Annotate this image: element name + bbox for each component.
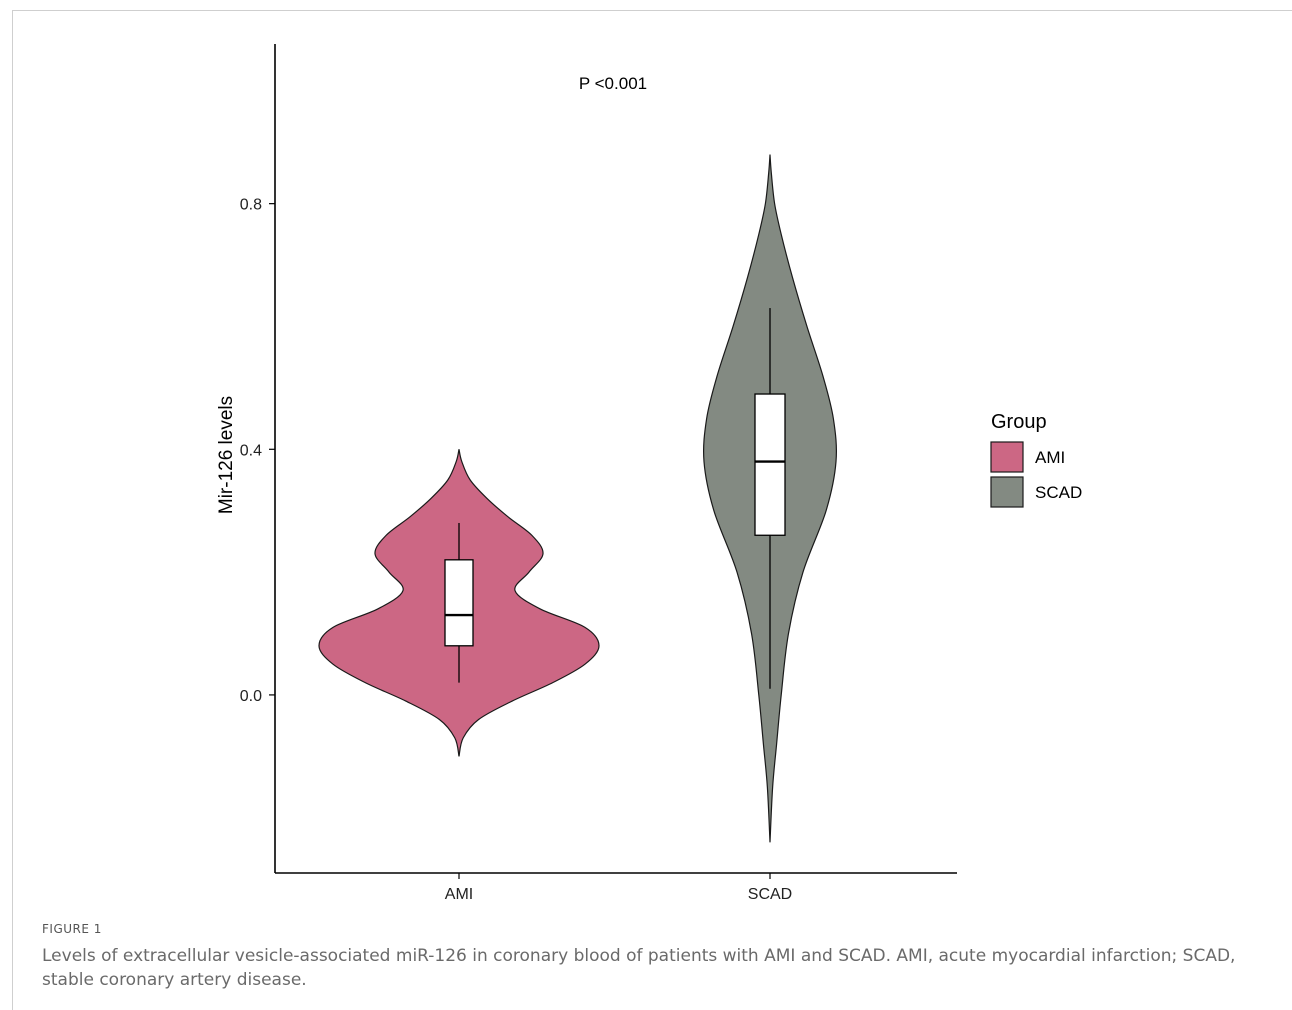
legend-label-ami: AMI bbox=[1035, 448, 1065, 467]
y-ticks: 0.0 0.4 0.8 bbox=[240, 197, 275, 705]
legend-swatch-scad bbox=[990, 476, 1024, 508]
box-ami bbox=[444, 559, 474, 647]
legend-label-scad: SCAD bbox=[1035, 483, 1082, 502]
x-ticks: AMI SCAD bbox=[445, 873, 792, 903]
y-tick-label: 0.8 bbox=[240, 197, 262, 214]
figure-caption: Levels of extracellular vesicle-associat… bbox=[42, 946, 1236, 990]
violin-chart: 0.0 0.4 0.8 AMI SCAD Mir-126 levels P <0.00… bbox=[216, 44, 1082, 903]
legend: Group AMI SCAD bbox=[990, 411, 1082, 508]
figure-label: FIGURE 1 bbox=[42, 922, 102, 936]
plot-area bbox=[318, 154, 838, 843]
legend-title: Group bbox=[991, 411, 1047, 433]
y-tick-label: 0.0 bbox=[240, 688, 262, 705]
y-axis-label: Mir-126 levels bbox=[216, 396, 237, 514]
box-scad bbox=[754, 393, 786, 536]
x-tick-label: SCAD bbox=[748, 886, 792, 903]
p-value-annotation: P <0.001 bbox=[579, 74, 647, 93]
x-tick-label: AMI bbox=[445, 886, 473, 903]
y-tick-label: 0.4 bbox=[240, 442, 262, 459]
legend-swatch-ami bbox=[990, 441, 1024, 473]
figure-frame bbox=[12, 10, 1292, 1010]
